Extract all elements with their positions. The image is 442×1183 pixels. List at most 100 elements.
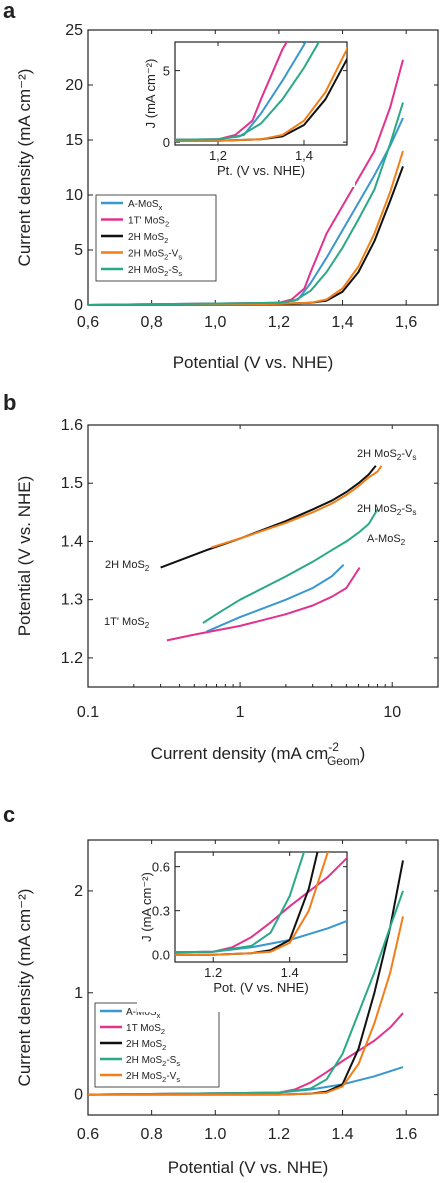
series-line-2H-MoS2-Ss — [175, 42, 321, 141]
label-fragment: o — [153, 216, 159, 227]
series-annotation: 2H MoS2-Vs — [357, 448, 417, 462]
x-tick-label: 1,4 — [295, 148, 313, 163]
label-fragment: o — [387, 533, 393, 545]
series-line-2H-MoS2-Vs — [88, 150, 404, 305]
label-fragment: 2 — [397, 453, 402, 462]
panel-c: c 0.6 0.8 1.0 1.2 1.4 1.6 0 1 2 Potential (V vs. N… — [3, 802, 439, 1177]
label-fragment: M — [142, 1055, 150, 1066]
label-fragment: S — [157, 249, 164, 260]
panel-label: c — [3, 802, 15, 827]
x-label-end: ) — [360, 744, 366, 763]
label-fragment: 2 — [126, 1055, 132, 1066]
label-fragment: 2 — [164, 253, 168, 262]
y-tick-label: 0.6 — [152, 860, 170, 875]
label-fragment: -S — [166, 1055, 176, 1066]
label-fragment: 2 — [105, 559, 111, 571]
legend-entry: 2H MoS2-Vs — [126, 1071, 180, 1084]
label-fragment: M — [144, 232, 152, 243]
label-fragment: H — [134, 265, 141, 276]
y-tick-label: 10 — [65, 187, 83, 204]
label-fragment: o — [152, 232, 158, 243]
label-fragment: H — [363, 448, 371, 460]
label-fragment: x — [157, 1011, 161, 1020]
panel-b: b 0.1 1 10 1.2 1.3 1.4 1.5 1.6 Current density (m… — [3, 390, 439, 768]
panel-label: a — [3, 0, 16, 23]
x-tick-label: 1.6 — [395, 1126, 417, 1143]
series-annotation: 2H MoS2-Ss — [357, 503, 417, 517]
x-label-sub: Geom — [327, 754, 360, 768]
label-fragment: -V — [166, 1071, 176, 1082]
x-tick-label: 1.4 — [331, 1126, 353, 1143]
inset-y-label: J (mA cm⁻²) — [139, 872, 154, 942]
label-fragment: S — [154, 1023, 161, 1034]
label-fragment: 2 — [164, 269, 168, 278]
x-tick-label: 0,6 — [77, 314, 99, 331]
x-axis-label: Current density (mA cm-2 Geom) — [151, 740, 366, 768]
label-fragment: o — [146, 199, 152, 210]
x-axis-label: Potential (V vs. NHE) — [168, 1158, 329, 1177]
y-tick-label: 2 — [74, 883, 83, 900]
label-fragment: 2 — [165, 220, 169, 229]
y-tick-label: 0.0 — [152, 948, 170, 963]
series-line-2H-MoS2-Vs — [175, 852, 329, 956]
y-tick-label: 5 — [74, 242, 83, 259]
label-fragment: o — [150, 1055, 156, 1066]
label-fragment: 2 — [126, 1071, 132, 1082]
legend-entry: A-MoSx — [126, 1007, 161, 1020]
label-fragment: 1 — [128, 216, 134, 227]
label-fragment: S — [150, 1007, 157, 1018]
inset-bg — [137, 846, 355, 1012]
label-fragment: ' — [140, 216, 142, 227]
label-fragment: o — [383, 503, 389, 515]
label-fragment: H — [111, 559, 119, 571]
legend-entry: 2H MoS2 — [126, 1039, 166, 1052]
x-tick-label: 0.6 — [77, 1126, 99, 1143]
x-tick-label: 1,6 — [395, 314, 417, 331]
label-fragment: o — [149, 1023, 155, 1034]
label-fragment: H — [363, 503, 371, 515]
x-tick-label: 1,2 — [268, 314, 290, 331]
label-fragment: - — [133, 1007, 136, 1018]
label-fragment: M — [374, 448, 383, 460]
series-line-1T-MoS2 — [175, 42, 288, 141]
y-tick-label: 1 — [74, 985, 83, 1002]
x-tick-label: 1,0 — [204, 314, 226, 331]
label-fragment: o — [152, 265, 158, 276]
label-fragment: s — [412, 508, 416, 517]
series-annotation: 2H MoS2 — [105, 559, 150, 573]
plot-frame — [174, 851, 348, 963]
label-fragment: M — [140, 1023, 148, 1034]
series-line-A-MoSx — [206, 563, 345, 633]
label-fragment: -V — [168, 249, 178, 260]
x-tick-label: 0,8 — [141, 314, 163, 331]
label-fragment: S — [137, 616, 144, 628]
label-fragment: S — [157, 232, 164, 243]
inset-bg — [137, 36, 355, 187]
label-fragment: x — [159, 203, 163, 212]
label-fragment: M — [374, 503, 383, 515]
label-fragment: 2 — [357, 503, 363, 515]
inset-x-label: Pot. (V vs. NHE) — [213, 980, 308, 995]
y-tick-label: 25 — [65, 22, 83, 39]
x-tick-label: 1,4 — [331, 314, 353, 331]
legend-entry: 2H MoS2-Vs — [128, 249, 182, 262]
label-fragment: S — [155, 1071, 162, 1082]
plot-frame — [87, 424, 439, 688]
label-fragment: o — [150, 1071, 156, 1082]
label-fragment: M — [136, 1007, 144, 1018]
label-fragment: - — [374, 533, 378, 545]
label-fragment: o — [131, 559, 137, 571]
label-fragment: - — [135, 199, 138, 210]
label-fragment: 1 — [126, 1023, 132, 1034]
plot-frame — [87, 839, 439, 1116]
series-line-A-MoSx — [175, 919, 347, 954]
legend-box — [95, 194, 217, 282]
series-line-2H-MoS2-Vs — [211, 465, 383, 549]
y-axis-label: Potential (V vs. NHE) — [15, 476, 34, 637]
label-fragment: s — [176, 1075, 180, 1084]
label-fragment: S — [155, 1055, 162, 1066]
inset-y-label: J (mA cm⁻²) — [143, 59, 158, 129]
label-fragment: o — [152, 249, 158, 260]
x-tick-label: 1 — [236, 704, 245, 721]
